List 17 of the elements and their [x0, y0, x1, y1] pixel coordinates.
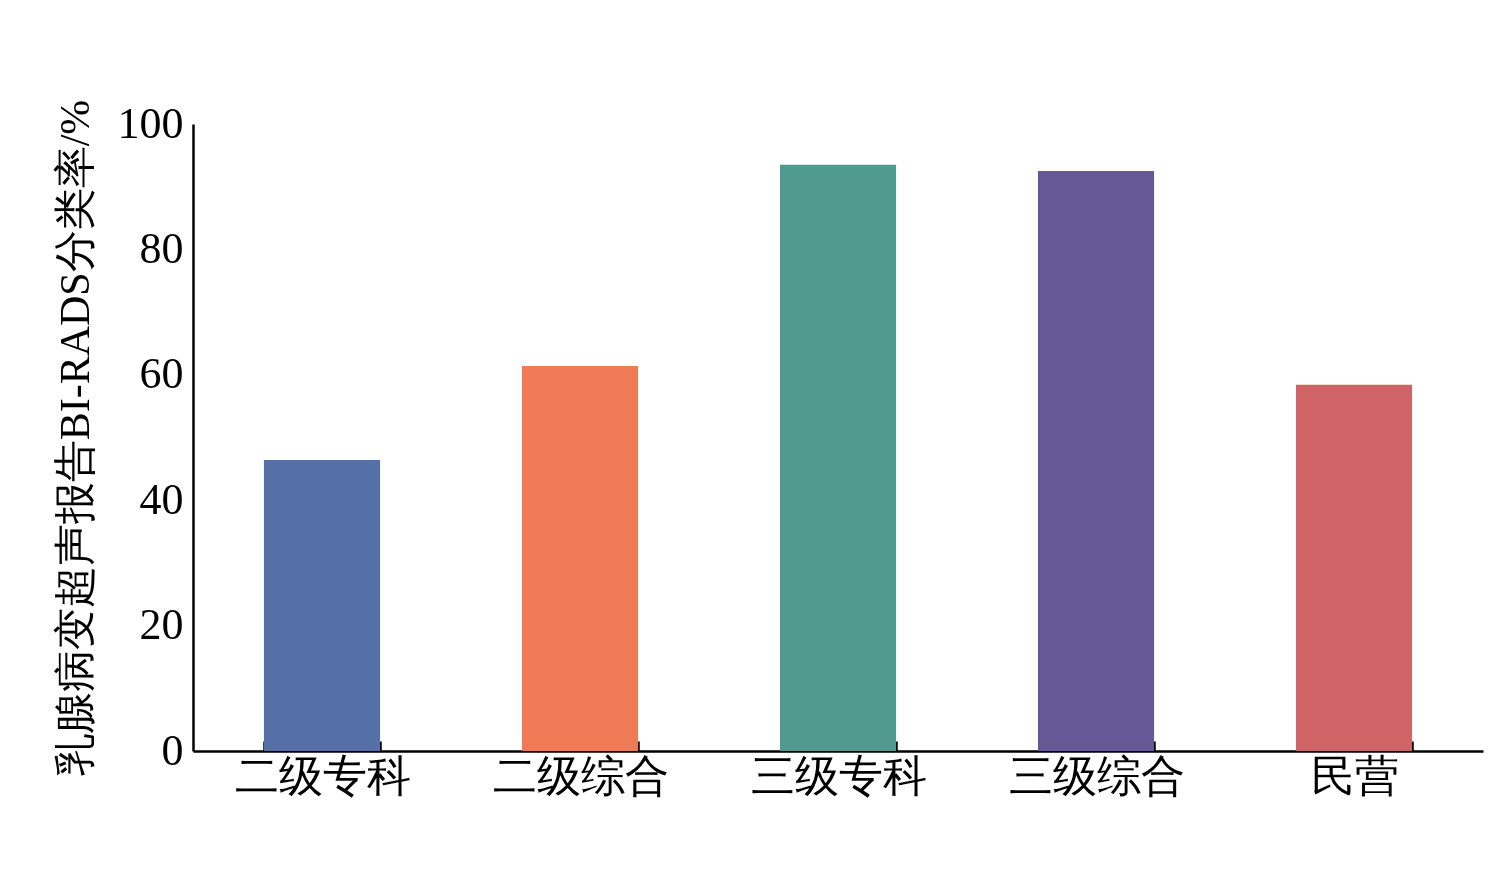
x-tick-label: 民营: [1310, 751, 1399, 801]
y-tick-label: 40: [139, 474, 184, 524]
bar: [263, 460, 381, 751]
y-tick-label: 80: [139, 223, 184, 273]
y-tick-label: 20: [139, 600, 184, 650]
bar: [779, 164, 897, 751]
x-tick-label: 三级综合: [1008, 751, 1185, 801]
x-tick-label: 二级专科: [234, 751, 411, 801]
x-tick-label: 二级综合: [492, 751, 669, 801]
y-tick-label: 60: [139, 349, 184, 399]
bar: [521, 366, 639, 751]
x-tick-label: 三级专科: [750, 751, 927, 801]
y-tick-label: 0: [161, 725, 184, 775]
y-tick-label: 100: [117, 98, 184, 148]
bar: [1295, 384, 1413, 751]
y-axis-title: 乳腺病变超声报告BI-RADS分类率/%: [51, 99, 98, 777]
bar: [1037, 171, 1155, 751]
